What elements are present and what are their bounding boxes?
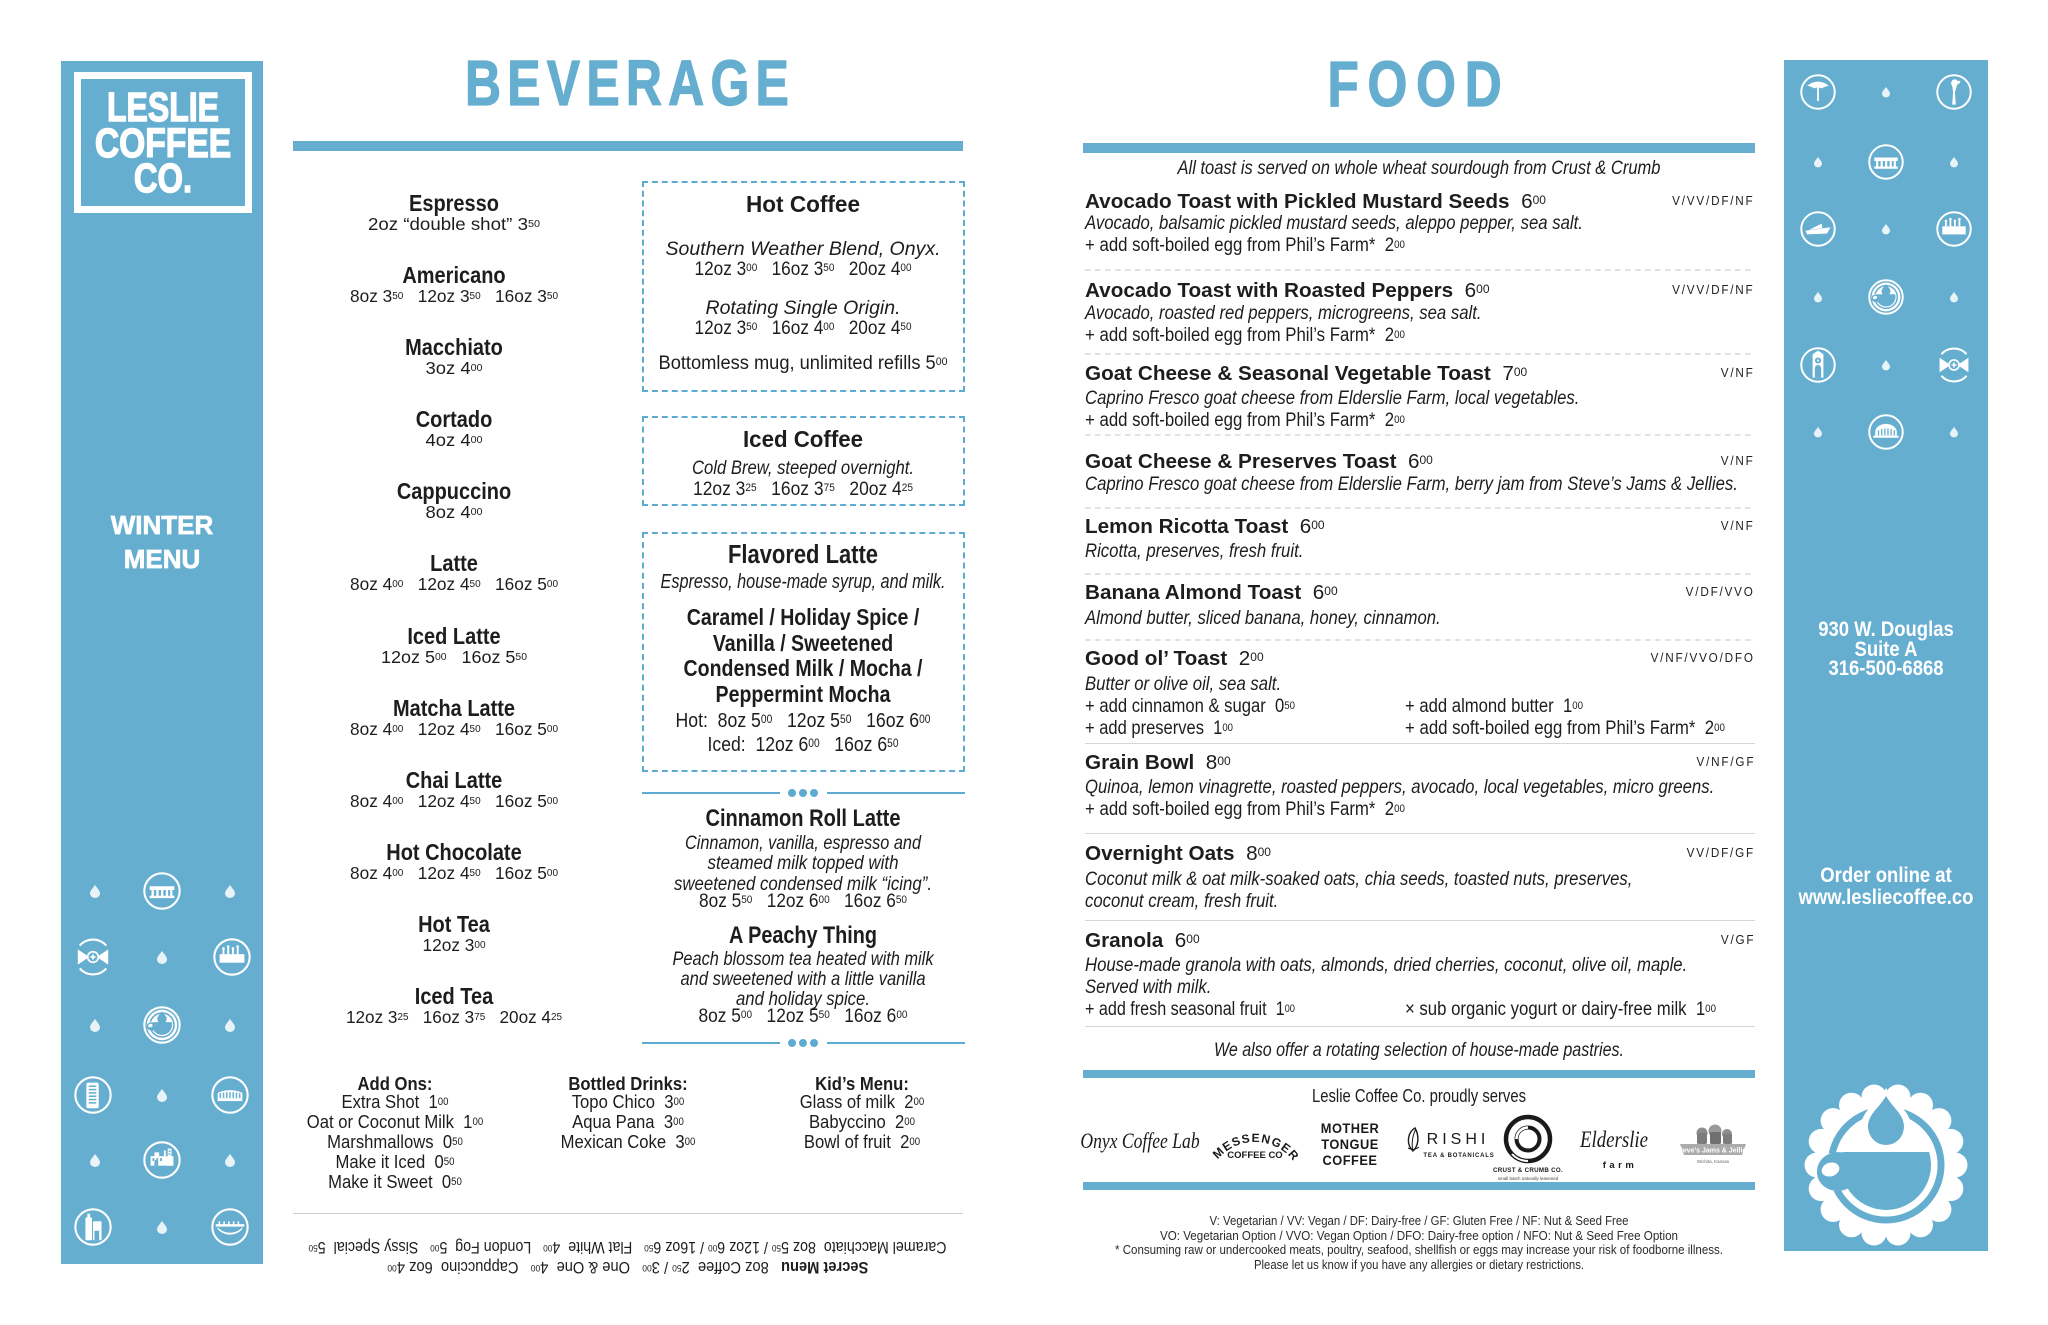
svg-text:Wichita, Kansas: Wichita, Kansas xyxy=(1697,1159,1730,1164)
svg-text:COFFEE CO: COFFEE CO xyxy=(1227,1150,1282,1161)
svg-text:Steve's Jams & Jellies: Steve's Jams & Jellies xyxy=(1676,1148,1751,1155)
